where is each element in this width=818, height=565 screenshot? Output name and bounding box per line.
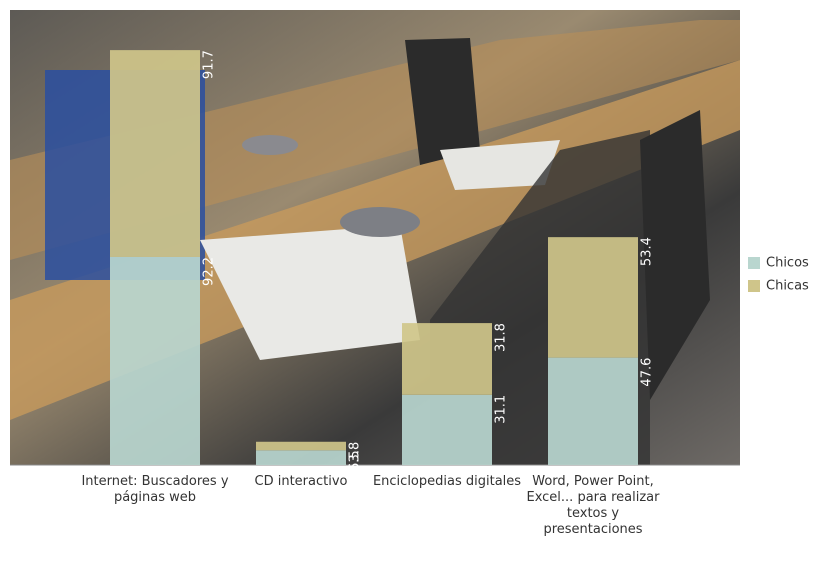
value-label: 92.2 bbox=[202, 257, 217, 286]
value-label: 31.8 bbox=[494, 323, 509, 352]
value-label: 31.1 bbox=[494, 395, 509, 424]
x-tick-label: CD interactivo bbox=[254, 474, 348, 489]
bar-segment bbox=[402, 394, 492, 465]
x-tick-label: Internet: Buscadores y páginas web bbox=[81, 474, 229, 505]
bar-segment bbox=[256, 441, 346, 451]
legend-label: Chicos bbox=[766, 256, 809, 271]
value-label: 91.7 bbox=[202, 50, 217, 79]
bar-segment bbox=[548, 237, 638, 358]
legend-label: Chicas bbox=[766, 279, 809, 294]
legend-swatch bbox=[748, 280, 760, 292]
bar-segment bbox=[110, 256, 200, 465]
bar-segment bbox=[256, 450, 346, 465]
legend-swatch bbox=[748, 257, 760, 269]
value-label: 6.5 bbox=[348, 450, 363, 471]
x-tick-label: Word, Power Point, Excel... para realiza… bbox=[526, 474, 660, 537]
value-label: 53.4 bbox=[640, 237, 655, 266]
value-label: 47.6 bbox=[640, 358, 655, 387]
bar-segment bbox=[110, 50, 200, 257]
value-label: 3.8 bbox=[348, 442, 363, 463]
x-tick-label: Enciclopedias digitales bbox=[372, 474, 522, 489]
bar-segment bbox=[402, 323, 492, 395]
bar-segment bbox=[548, 357, 638, 465]
